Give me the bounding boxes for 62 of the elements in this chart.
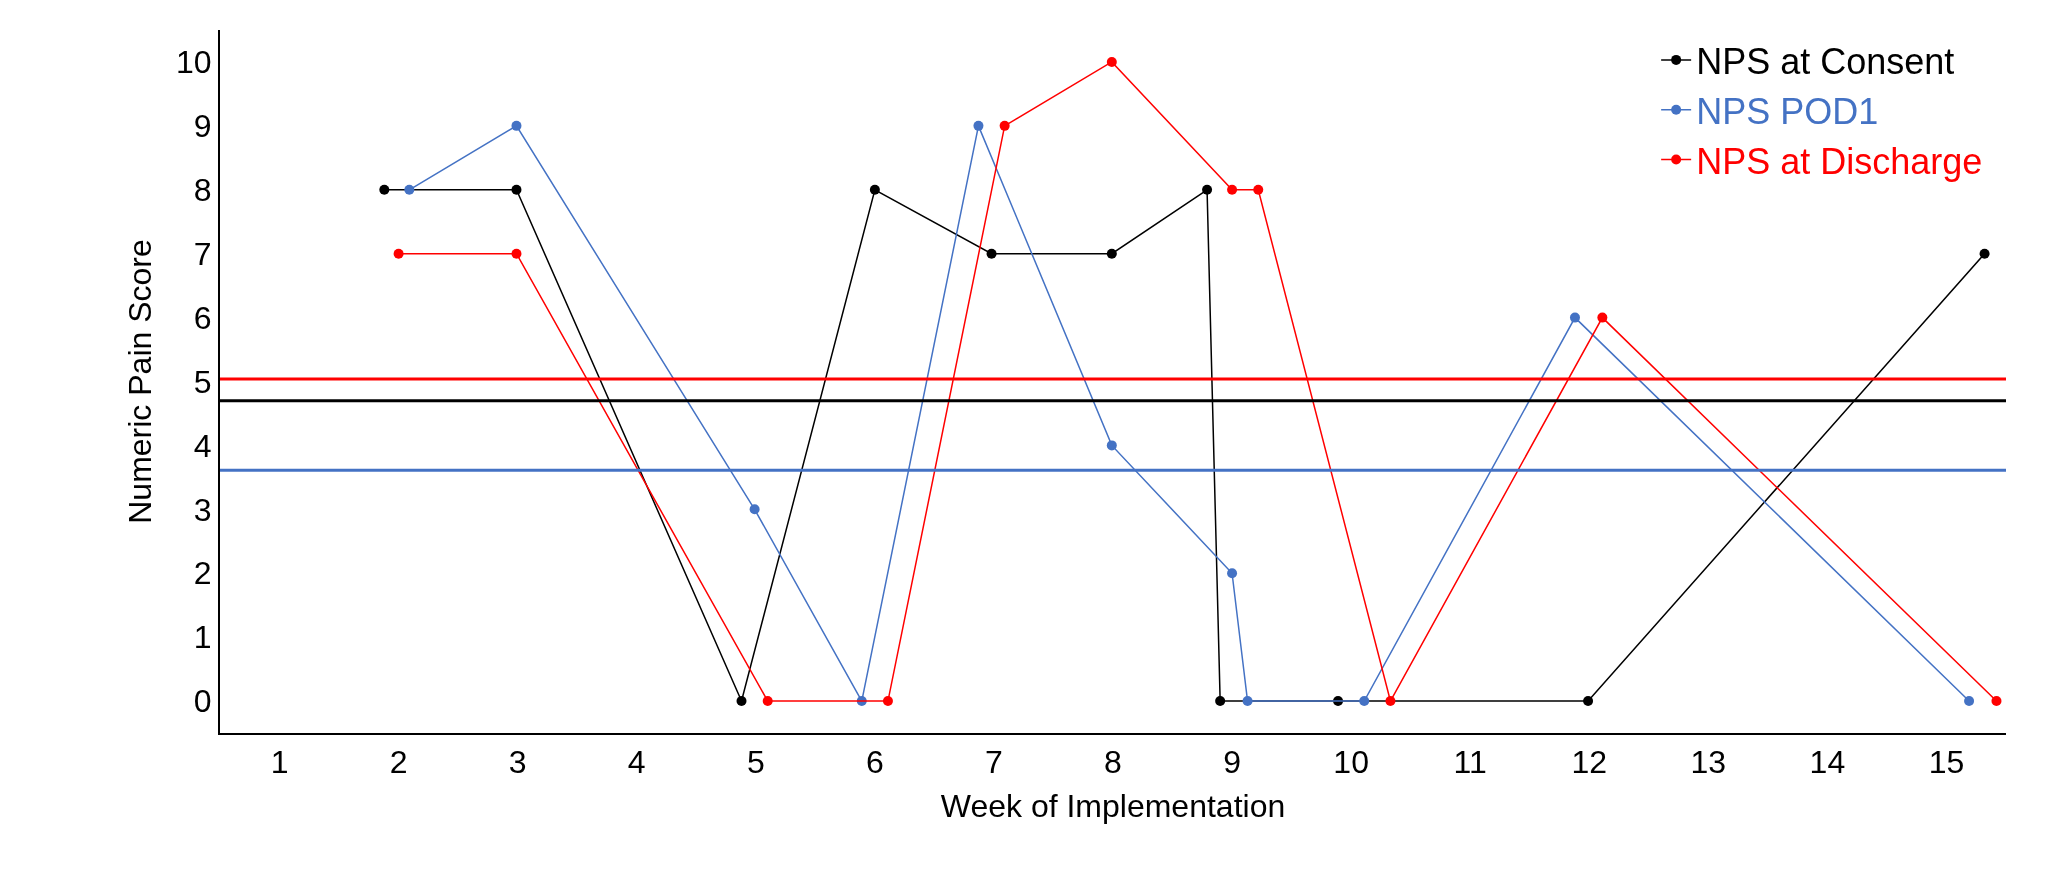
legend-label: NPS at Consent [1696,40,1955,82]
point [986,248,997,259]
x-tick-label: 1 [270,744,289,781]
point [511,184,522,195]
x-tick-label: 4 [627,744,646,781]
x-tick-label: 10 [1333,744,1369,781]
y-tick-label: 1 [193,619,212,656]
x-tick-label: 9 [1223,744,1241,781]
y-tick-label: 9 [193,108,212,145]
point [1253,184,1264,195]
point [379,184,390,195]
y-tick-label: 8 [193,171,212,208]
point [1202,184,1213,195]
point [1106,56,1117,67]
point [1359,696,1370,707]
y-tick-label: 0 [193,683,212,720]
point [973,120,984,131]
x-tick-label: 5 [746,744,765,781]
y-tick-label: 6 [193,299,212,336]
x-tick-label: 2 [389,744,408,781]
x-tick-label: 14 [1809,744,1846,781]
y-axis-title: Numeric Pain Score [121,239,158,524]
x-tick-label: 6 [865,744,884,781]
y-tick-label: 2 [193,555,212,592]
point [869,184,880,195]
point [1227,568,1238,579]
point [749,504,760,515]
point [1597,312,1608,323]
point [1215,696,1226,707]
point [882,696,893,707]
point [1242,696,1253,707]
point [511,248,522,259]
point [1385,696,1396,707]
point [393,248,404,259]
point [736,696,747,707]
x-tick-label: 11 [1453,744,1487,781]
point [1106,248,1117,259]
point [1227,184,1238,195]
point [511,120,522,131]
point [1991,696,2002,707]
legend-label: NPS at Discharge [1696,140,1983,182]
x-tick-label: 7 [985,744,1003,781]
point [999,120,1010,131]
x-tick-label: 15 [1928,744,1965,781]
point [1569,312,1580,323]
y-tick-label: 4 [193,427,212,464]
point [1583,696,1594,707]
x-tick-label: 13 [1690,744,1727,781]
y-tick-label: 3 [193,491,212,528]
point [1979,248,1990,259]
point [1106,440,1117,451]
x-tick-label: 12 [1571,744,1608,781]
x-tick-label: 3 [508,744,527,781]
y-tick-label: 7 [193,235,212,272]
legend-label: NPS POD1 [1696,90,1879,132]
y-tick-label: 5 [193,363,212,400]
y-tick-label: 10 [176,44,212,81]
point [1964,696,1975,707]
point [404,184,415,195]
x-tick-label: 8 [1104,744,1122,781]
x-axis-title: Week of Implementation [940,787,1286,824]
point [762,696,773,707]
